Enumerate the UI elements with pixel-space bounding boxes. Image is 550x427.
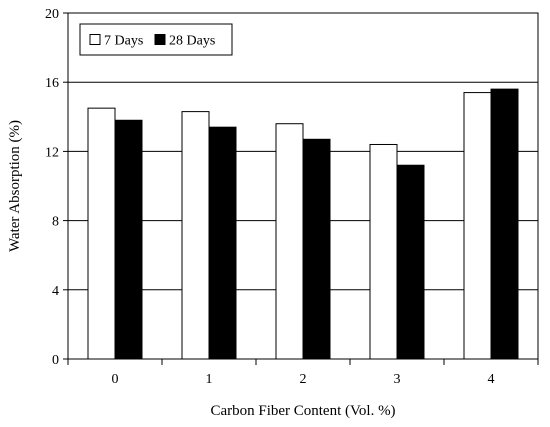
- bar-7-days-cat-1: [181, 111, 210, 360]
- bar-28-days-cat-3: [396, 164, 425, 360]
- legend-label-28-days: 28 Days: [169, 34, 215, 49]
- legend-swatch-28-days: [154, 34, 166, 45]
- x-tick-label-3: 3: [394, 372, 401, 387]
- bar-28-days-cat-4: [490, 88, 519, 360]
- plot-frame: [67, 12, 539, 360]
- y-tick-label-16: 16: [45, 76, 59, 91]
- bars: [87, 88, 519, 360]
- x-tick-label-2: 2: [300, 372, 307, 387]
- x-axis-title: Carbon Fiber Content (Vol. %): [210, 403, 395, 419]
- y-tick-label-4: 4: [52, 284, 59, 299]
- x-tick-label-4: 4: [488, 372, 495, 387]
- legend: 7 Days 28 Days: [79, 23, 233, 56]
- bar-7-days-cat-0: [87, 107, 116, 360]
- y-tick-label-20: 20: [45, 7, 59, 22]
- legend-label-7-days: 7 Days: [104, 34, 143, 49]
- bar-28-days-cat-2: [302, 138, 331, 360]
- y-tick-label-12: 12: [45, 145, 59, 160]
- legend-swatch-7-days: [89, 34, 101, 45]
- x-tick-label-0: 0: [112, 372, 119, 387]
- y-tick-label-8: 8: [52, 215, 59, 230]
- bar-7-days-cat-3: [369, 143, 398, 360]
- y-axis-title: Water Absorption (%): [7, 120, 23, 252]
- x-tick-label-1: 1: [206, 372, 213, 387]
- y-tick-label-0: 0: [52, 353, 59, 368]
- bar-28-days-cat-1: [208, 126, 237, 360]
- bar-7-days-cat-4: [463, 92, 492, 360]
- bar-7-days-cat-2: [275, 123, 304, 360]
- bar-28-days-cat-0: [114, 119, 143, 360]
